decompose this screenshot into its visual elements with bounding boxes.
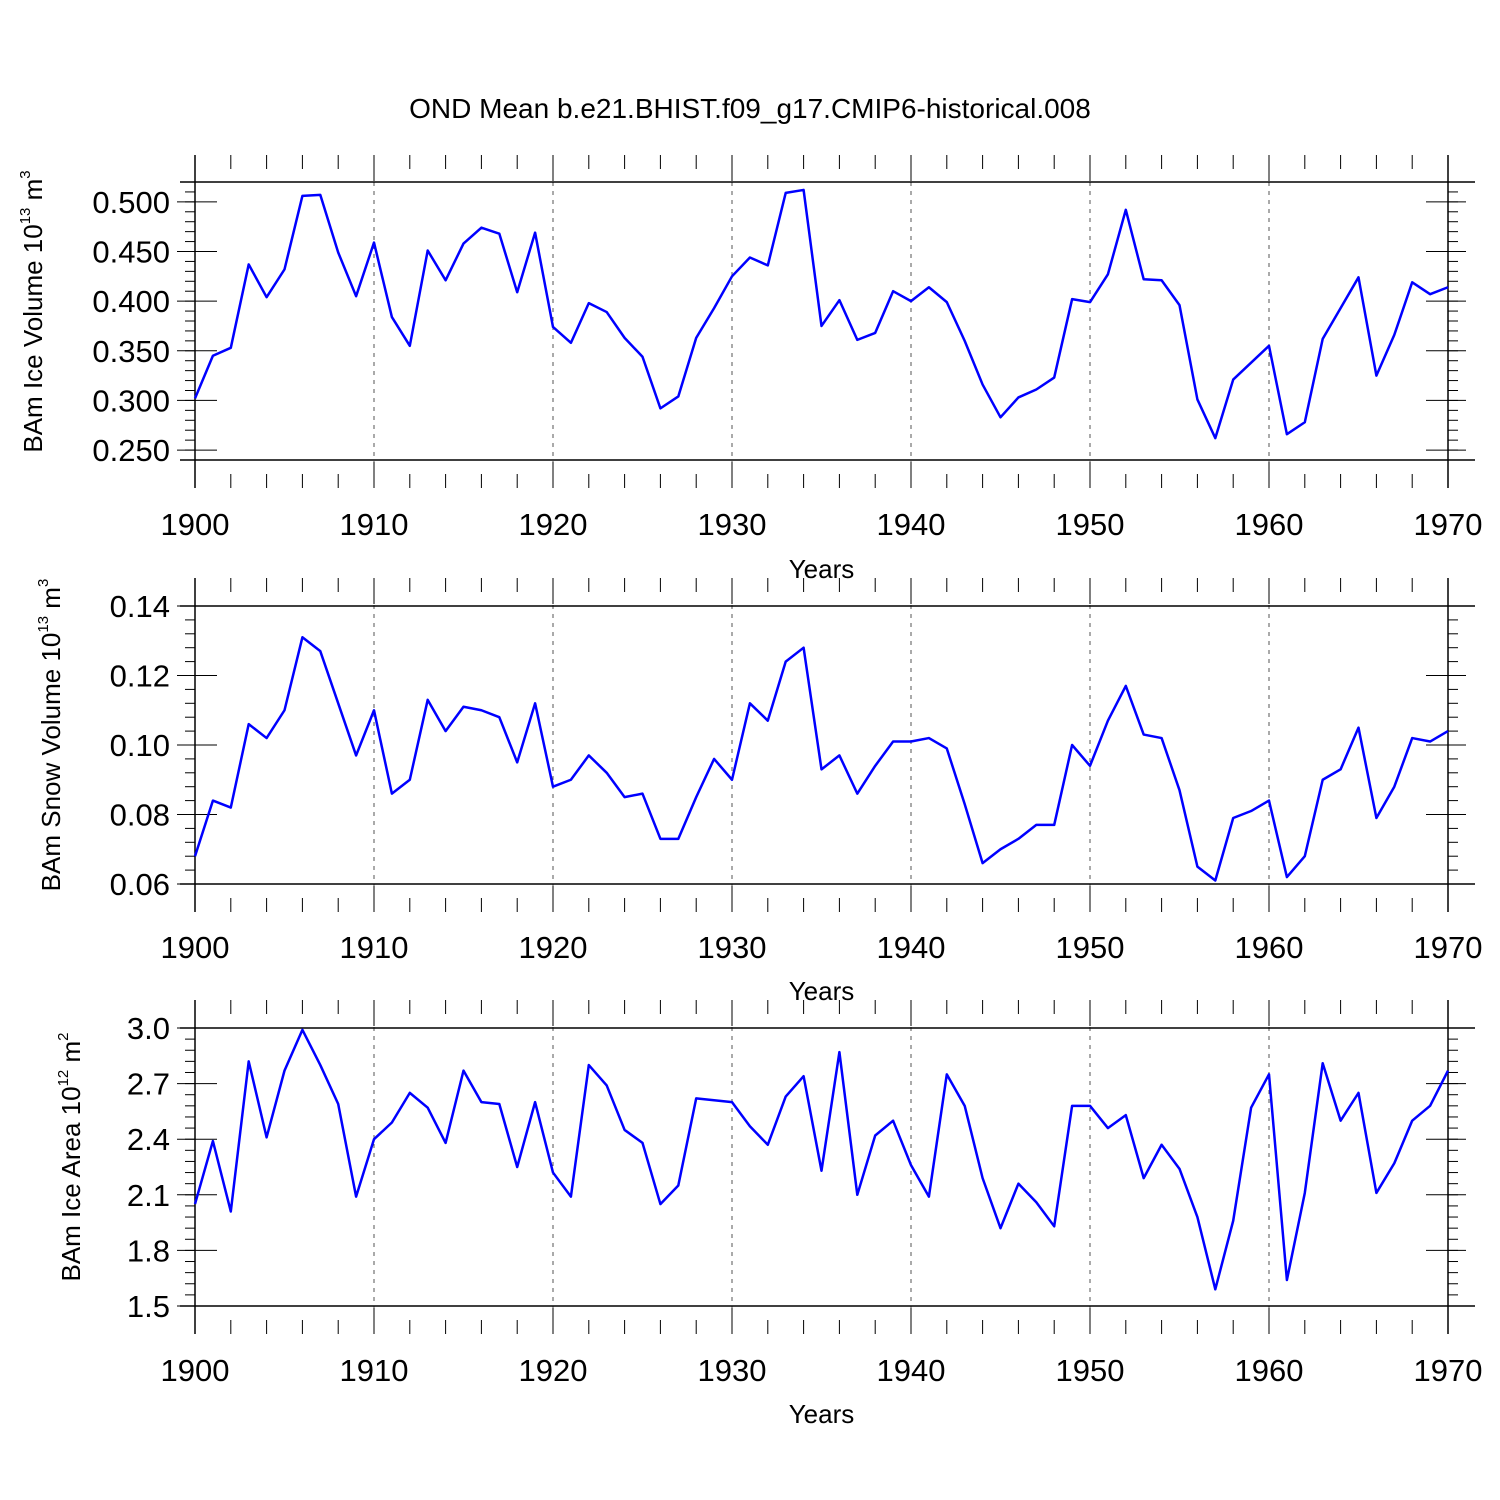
x-tick-label: 1910: [340, 1353, 409, 1388]
x-tick-label: 1920: [519, 1353, 588, 1388]
figure-title: OND Mean b.e21.BHIST.f09_g17.CMIP6-histo…: [409, 93, 1091, 124]
y-label-exponent: 13: [17, 208, 34, 225]
x-tick-label: 1940: [877, 507, 946, 542]
x-tick-label: 1900: [161, 930, 230, 965]
y-tick-label: 0.10: [110, 728, 170, 763]
y-tick-label: 2.4: [127, 1122, 170, 1157]
y-axis-label: BAm Ice Area 1012 m2: [55, 1032, 86, 1281]
x-tick-label: 1910: [340, 507, 409, 542]
y-tick-label: 0.400: [92, 284, 170, 319]
x-tick-label: 1950: [1056, 507, 1125, 542]
x-tick-label: 1950: [1056, 930, 1125, 965]
y-label-unit-exponent: 3: [17, 170, 34, 178]
series-line: [193, 188, 1449, 440]
y-tick-label: 0.500: [92, 185, 170, 220]
y-tick-label: 0.450: [92, 235, 170, 270]
x-tick-label: 1950: [1056, 1353, 1125, 1388]
y-label-text: BAm Ice Volume 10: [18, 224, 48, 452]
y-label-text: BAm Ice Area 10: [56, 1086, 86, 1281]
panel-snow-volume: 0.06 0.08 0.10 0.12 0.14 1900 1910 1920 1930 1940…: [35, 578, 1482, 1006]
y-label-text: BAm Snow Volume 10: [36, 633, 66, 892]
y-label-unit: m: [18, 179, 48, 208]
y-tick-label: 3.0: [127, 1011, 170, 1046]
y-axis-label: BAm Ice Volume 1013 m3: [17, 170, 48, 452]
y-tick-label: 0.12: [110, 659, 170, 694]
x-tick-label: 1970: [1414, 1353, 1483, 1388]
x-tick-label: 1930: [698, 1353, 767, 1388]
y-tick-label: 1.5: [127, 1289, 170, 1324]
x-tick-label: 1910: [340, 930, 409, 965]
x-tick-label: 1920: [519, 507, 588, 542]
x-tick-label: 1970: [1414, 930, 1483, 965]
y-axis-label: BAm Snow Volume 1013 m3: [35, 579, 66, 892]
x-tick-label: 1930: [698, 930, 767, 965]
x-axis-label: Years: [789, 976, 855, 1006]
series-line: [193, 636, 1449, 882]
panel-ice-volume: 0.250 0.300 0.350 0.400 0.450 0.500 1900 1910 19…: [17, 155, 1482, 584]
x-tick-label: 1970: [1414, 507, 1483, 542]
y-label-exponent: 13: [35, 616, 52, 633]
x-axis-label: Years: [789, 1399, 855, 1429]
series-line: [193, 1028, 1450, 1291]
y-tick-label: 2.1: [127, 1178, 170, 1213]
y-label-unit-exponent: 2: [55, 1032, 72, 1040]
y-label-unit: m: [36, 587, 66, 616]
x-tick-label: 1940: [877, 1353, 946, 1388]
y-label-exponent: 12: [55, 1070, 72, 1087]
x-tick-label: 1900: [161, 1353, 230, 1388]
y-tick-label: 0.14: [110, 589, 170, 624]
y-tick-label: 0.08: [110, 798, 170, 833]
x-tick-label: 1960: [1235, 507, 1304, 542]
x-tick-label: 1960: [1235, 930, 1304, 965]
x-tick-label: 1900: [161, 507, 230, 542]
y-tick-label: 0.350: [92, 334, 170, 369]
panel-ice-area: 1.5 1.8 2.1 2.4 2.7 3.0 1900 1910 1920 1930 1940 19…: [55, 1000, 1482, 1429]
x-tick-label: 1960: [1235, 1353, 1304, 1388]
y-tick-label: 2.7: [127, 1067, 170, 1102]
x-tick-label: 1920: [519, 930, 588, 965]
x-tick-label: 1930: [698, 507, 767, 542]
y-label-unit-exponent: 3: [35, 579, 52, 587]
x-axis-label: Years: [789, 554, 855, 584]
y-tick-label: 0.250: [92, 433, 170, 468]
y-tick-label: 1.8: [127, 1233, 170, 1268]
y-tick-label: 0.06: [110, 867, 170, 902]
y-tick-label: 0.300: [92, 383, 170, 418]
y-label-unit: m: [56, 1041, 86, 1070]
x-tick-label: 1940: [877, 930, 946, 965]
